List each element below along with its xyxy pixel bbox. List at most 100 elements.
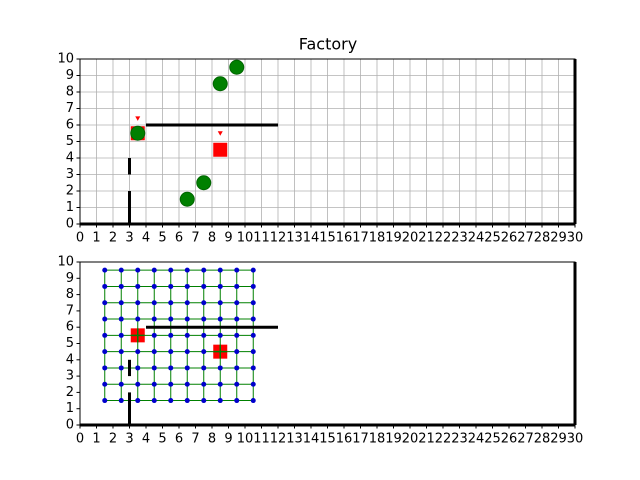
x-tick-label: 5 — [158, 432, 166, 447]
graph-node — [151, 365, 157, 371]
graph-node — [151, 267, 157, 273]
x-tick-label: 26 — [501, 432, 518, 447]
triangle-marker — [217, 131, 223, 136]
x-tick-label: 24 — [468, 231, 485, 246]
y-tick-label: 5 — [66, 336, 74, 351]
x-tick-label: 9 — [224, 231, 232, 246]
graph-node — [234, 283, 240, 289]
graph-node — [151, 349, 157, 355]
graph-node — [201, 365, 207, 371]
x-tick-label: 17 — [352, 231, 369, 246]
x-tick-label: 11 — [253, 432, 270, 447]
graph-node — [201, 398, 207, 404]
x-tick-label: 1 — [92, 432, 100, 447]
graph-node — [234, 349, 240, 355]
graph-node — [184, 381, 190, 387]
graph-node — [217, 300, 223, 306]
y-tick-label: 1 — [66, 200, 74, 215]
graph-node — [184, 349, 190, 355]
graph-node — [102, 332, 108, 338]
graph-node — [151, 381, 157, 387]
x-tick-label: 13 — [286, 231, 303, 246]
y-tick-label: 0 — [66, 217, 74, 232]
graph-node — [250, 332, 256, 338]
graph-node — [217, 381, 223, 387]
x-tick-label: 25 — [484, 432, 501, 447]
x-tick-label: 11 — [253, 231, 270, 246]
x-tick-label: 17 — [352, 432, 369, 447]
x-tick-label: 21 — [418, 231, 435, 246]
graph-node — [102, 283, 108, 289]
x-tick-label: 23 — [451, 432, 468, 447]
x-tick-label: 7 — [191, 432, 199, 447]
graph-node — [234, 365, 240, 371]
x-tick-label: 19 — [385, 231, 402, 246]
x-tick-label: 29 — [550, 231, 567, 246]
y-tick-label: 2 — [66, 184, 74, 199]
x-tick-label: 13 — [286, 432, 303, 447]
graph-node — [168, 381, 174, 387]
x-tick-label: 24 — [468, 432, 485, 447]
graph-node — [135, 316, 141, 322]
graph-node — [118, 316, 124, 322]
y-tick-label: 6 — [66, 320, 74, 335]
y-tick-label: 4 — [66, 352, 74, 367]
x-tick-label: 23 — [451, 231, 468, 246]
plus-marker — [213, 344, 228, 359]
x-tick-label: 16 — [336, 231, 353, 246]
x-tick-label: 6 — [175, 432, 183, 447]
y-tick-label: 6 — [66, 118, 74, 133]
graph-node — [250, 300, 256, 306]
y-tick-label: 4 — [66, 151, 74, 166]
graph-node — [151, 316, 157, 322]
triangle-marker — [135, 116, 141, 121]
graph-node — [118, 398, 124, 404]
graph-node — [118, 381, 124, 387]
x-tick-label: 21 — [418, 432, 435, 447]
graph-node — [184, 283, 190, 289]
x-tick-label: 28 — [534, 432, 551, 447]
graph-node — [151, 398, 157, 404]
graph-node — [201, 316, 207, 322]
x-tick-label: 30 — [567, 432, 584, 447]
x-tick-label: 12 — [270, 432, 287, 447]
x-tick-label: 1 — [92, 231, 100, 246]
graph-node — [201, 332, 207, 338]
graph-node — [135, 381, 141, 387]
y-tick-label: 10 — [57, 255, 74, 270]
x-tick-label: 10 — [237, 432, 254, 447]
graph-node — [102, 365, 108, 371]
graph-node — [234, 300, 240, 306]
graph-node — [135, 283, 141, 289]
x-tick-label: 29 — [550, 432, 567, 447]
y-tick-label: 8 — [66, 85, 74, 100]
graph-node — [135, 349, 141, 355]
y-tick-label: 0 — [66, 418, 74, 433]
x-tick-label: 27 — [517, 432, 534, 447]
x-tick-label: 19 — [385, 432, 402, 447]
circle-marker — [130, 125, 146, 141]
x-tick-label: 14 — [303, 432, 320, 447]
graph-node — [102, 349, 108, 355]
graph-node — [250, 365, 256, 371]
x-tick-label: 0 — [76, 231, 84, 246]
graph-node — [250, 381, 256, 387]
graph-node — [234, 381, 240, 387]
graph-node — [201, 283, 207, 289]
x-tick-label: 2 — [109, 231, 117, 246]
graph-node — [250, 316, 256, 322]
graph-node — [168, 349, 174, 355]
square-marker — [213, 142, 228, 157]
x-tick-label: 25 — [484, 231, 501, 246]
x-tick-label: 8 — [208, 231, 216, 246]
graph-node — [168, 283, 174, 289]
graph-node — [250, 349, 256, 355]
graph-node — [151, 332, 157, 338]
x-tick-label: 2 — [109, 432, 117, 447]
x-tick-label: 12 — [270, 231, 287, 246]
x-tick-label: 30 — [567, 231, 584, 246]
x-tick-label: 20 — [402, 432, 419, 447]
x-tick-label: 3 — [125, 432, 133, 447]
x-tick-label: 22 — [435, 432, 452, 447]
graph-node — [168, 316, 174, 322]
